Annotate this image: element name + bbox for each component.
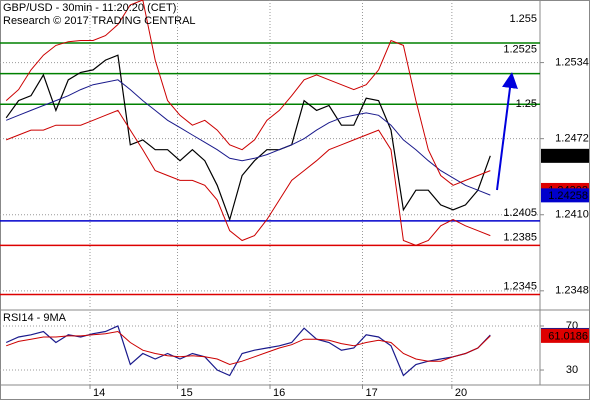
level-label: 1.2385 [503, 231, 537, 243]
series-line [5, 325, 491, 377]
price-marker-label: 1.2458 [554, 150, 588, 162]
y-tick-label: 1.2534 [555, 56, 589, 68]
series-line [5, 0, 491, 186]
series-line [5, 54, 491, 222]
y-tick-label: 1.2472 [555, 133, 589, 145]
level-label: 1.25 [516, 98, 537, 110]
price-marker-label: 1.24258 [548, 190, 588, 202]
series-line [6, 79, 491, 196]
price-marker-label: 61.0186 [548, 330, 588, 342]
y-tick-label: 30 [566, 364, 578, 376]
price-marker [541, 328, 589, 343]
chart-title: GBP/USD - 30min - 11:20:20 (CET) [3, 2, 176, 14]
x-tick-label: 15 [181, 387, 193, 399]
x-tick-label: 14 [93, 387, 105, 399]
x-tick-label: 20 [455, 387, 467, 399]
series-line [6, 330, 491, 366]
y-tick-label: 1.2410 [555, 209, 589, 221]
chart-subtitle: Research © 2017 TRADING CENTRAL [3, 15, 196, 27]
series-line [6, 109, 491, 246]
level-label: 1.2345 [503, 280, 537, 292]
panel [0, 0, 540, 308]
level-label: 1.2525 [503, 44, 537, 56]
panel [0, 312, 540, 385]
level-label: 1.2405 [503, 207, 537, 219]
rsi-title: RSI14 - 9MA [3, 312, 67, 324]
forecast-arrow [496, 72, 518, 191]
price-marker [541, 188, 589, 203]
level-label: 1.255 [509, 13, 537, 25]
x-tick-label: 17 [365, 387, 377, 399]
price-marker [541, 148, 589, 163]
y-tick-label: 1.2348 [555, 285, 589, 297]
x-tick-label: 16 [273, 387, 285, 399]
